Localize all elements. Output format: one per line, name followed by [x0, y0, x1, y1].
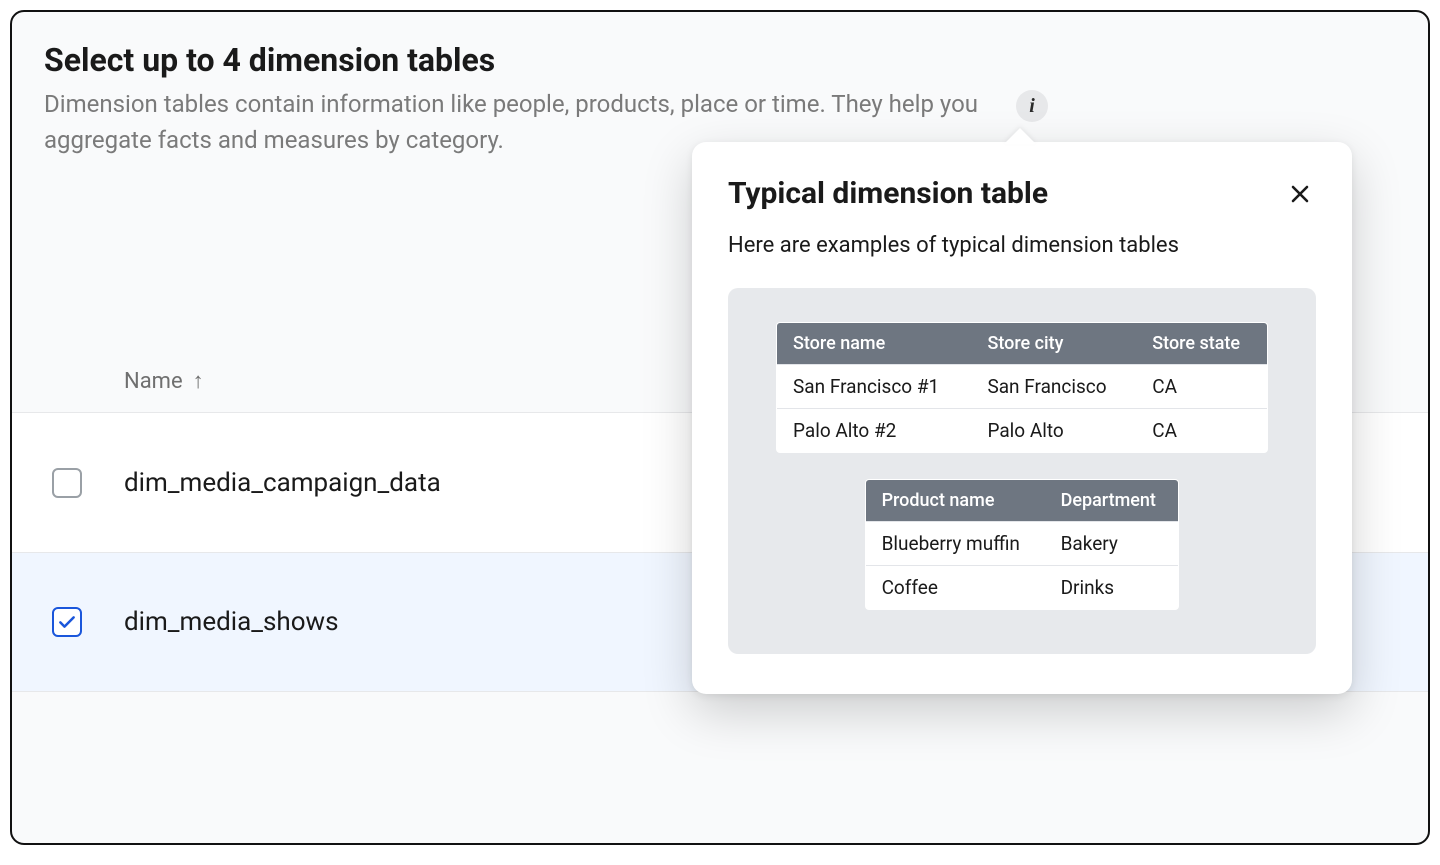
example-col-header: Store city: [971, 323, 1136, 365]
info-popover: Typical dimension table Here are example…: [692, 142, 1352, 694]
example-cell: CA: [1136, 365, 1267, 409]
example-cell: San Francisco: [971, 365, 1136, 409]
checkmark-icon: [57, 612, 77, 632]
row-checkbox[interactable]: [52, 607, 82, 637]
sort-asc-icon: ↑: [193, 368, 204, 394]
popover-subtitle: Here are examples of typical dimension t…: [728, 233, 1316, 258]
panel-header: Select up to 4 dimension tables Dimensio…: [12, 12, 1428, 158]
dimension-tables-panel: Select up to 4 dimension tables Dimensio…: [10, 10, 1430, 845]
example-table: Product name Department Blueberry muffin…: [865, 479, 1180, 610]
example-cell: Palo Alto #2: [777, 409, 972, 453]
example-col-header: Product name: [865, 480, 1045, 522]
example-table: Store name Store city Store state San Fr…: [776, 322, 1268, 453]
close-icon: [1288, 182, 1312, 206]
info-icon[interactable]: i: [1016, 90, 1048, 122]
example-col-header: Store name: [777, 323, 972, 365]
example-cell: CA: [1136, 409, 1267, 453]
row-checkbox[interactable]: [52, 468, 82, 498]
example-cell: Bakery: [1045, 522, 1179, 566]
close-button[interactable]: [1284, 178, 1316, 210]
example-card: Store name Store city Store state San Fr…: [728, 288, 1316, 654]
example-col-header: Department: [1045, 480, 1179, 522]
row-label: dim_media_campaign_data: [124, 468, 441, 498]
example-cell: Drinks: [1045, 566, 1179, 610]
row-label: dim_media_shows: [124, 607, 339, 637]
page-title: Select up to 4 dimension tables: [44, 40, 1396, 80]
example-cell: Blueberry muffin: [865, 522, 1045, 566]
popover-title: Typical dimension table: [728, 176, 1048, 211]
example-cell: Coffee: [865, 566, 1045, 610]
example-cell: San Francisco #1: [777, 365, 972, 409]
example-col-header: Store state: [1136, 323, 1267, 365]
column-header-label: Name: [124, 369, 183, 394]
example-cell: Palo Alto: [971, 409, 1136, 453]
